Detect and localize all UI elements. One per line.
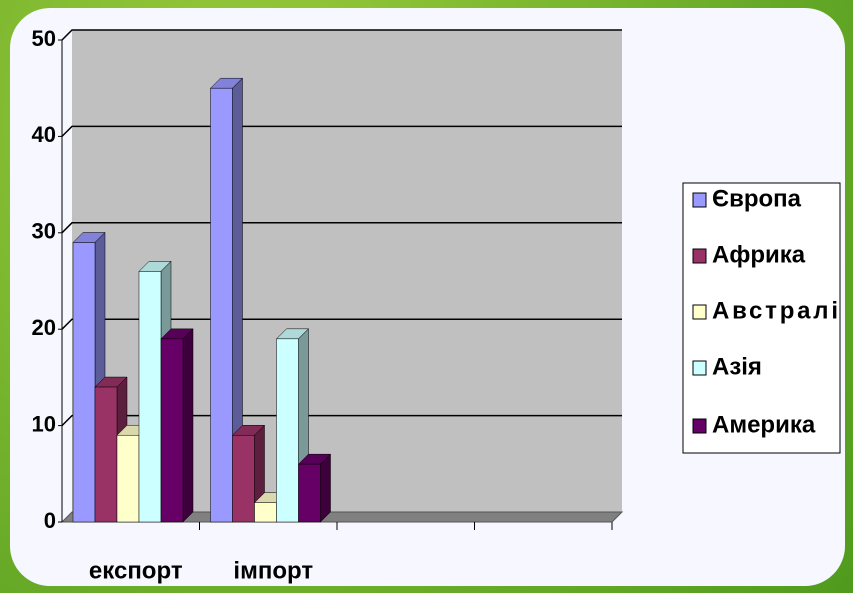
plot-wall bbox=[72, 30, 622, 512]
legend-label: Європа bbox=[712, 185, 802, 212]
grid-line bbox=[61, 318, 622, 330]
legend-swatch bbox=[692, 248, 707, 264]
x-tick-label: імпорт bbox=[233, 557, 313, 584]
bar bbox=[72, 242, 96, 523]
y-tick-label: 10 bbox=[32, 411, 56, 436]
legend-swatch bbox=[692, 192, 707, 208]
grid-line bbox=[61, 414, 622, 427]
bar bbox=[94, 386, 118, 523]
grid-line bbox=[61, 29, 622, 41]
bar bbox=[116, 434, 140, 523]
legend-swatch bbox=[692, 360, 707, 376]
bar bbox=[254, 502, 277, 523]
legend-label: Америка bbox=[712, 411, 816, 438]
y-tick-label: 20 bbox=[32, 315, 56, 340]
bar-side bbox=[320, 453, 331, 523]
bar-side bbox=[182, 328, 194, 523]
y-tick-label: 40 bbox=[32, 122, 56, 147]
bar bbox=[298, 463, 321, 523]
legend-label: Австралі bbox=[712, 297, 838, 324]
grid-line bbox=[61, 125, 622, 137]
legend-label: Азія bbox=[712, 353, 762, 380]
legend-swatch bbox=[692, 304, 707, 320]
bar bbox=[232, 434, 255, 523]
bar bbox=[210, 87, 233, 523]
y-tick-label: 0 bbox=[44, 508, 56, 533]
x-tick-label: експорт bbox=[89, 557, 183, 584]
bar bbox=[138, 271, 162, 523]
y-tick-label: 30 bbox=[32, 219, 56, 244]
bar bbox=[160, 338, 184, 523]
grid-line bbox=[61, 222, 622, 234]
y-tick-label: 50 bbox=[32, 26, 56, 51]
legend-label: Африка bbox=[712, 241, 806, 268]
legend bbox=[682, 182, 841, 454]
plot-floor bbox=[60, 511, 624, 523]
bar bbox=[276, 338, 299, 523]
legend-swatch bbox=[692, 418, 707, 434]
